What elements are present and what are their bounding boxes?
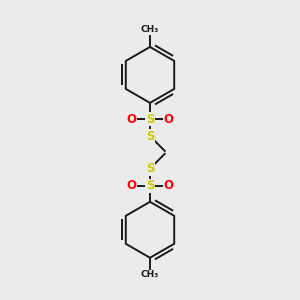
Text: O: O bbox=[163, 179, 173, 192]
Text: O: O bbox=[127, 179, 137, 192]
Text: CH₃: CH₃ bbox=[141, 26, 159, 34]
Text: S: S bbox=[146, 112, 154, 126]
Text: CH₃: CH₃ bbox=[141, 270, 159, 279]
Text: S: S bbox=[146, 162, 154, 175]
Text: O: O bbox=[127, 112, 137, 126]
Text: S: S bbox=[146, 179, 154, 192]
Text: O: O bbox=[163, 112, 173, 126]
Text: S: S bbox=[146, 130, 154, 143]
